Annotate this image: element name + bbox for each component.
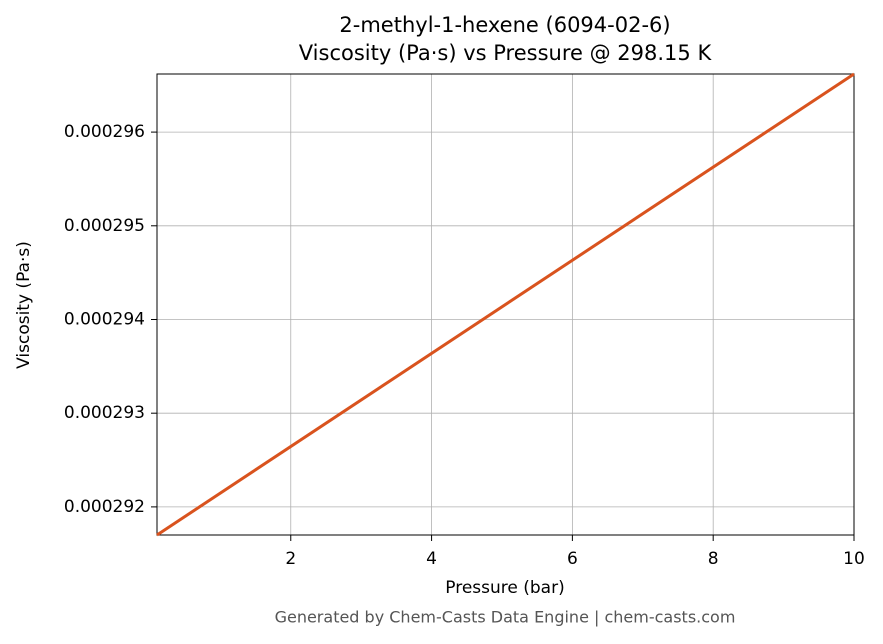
x-tick-label: 4	[426, 549, 437, 569]
x-tick-label: 8	[708, 549, 719, 569]
y-tick-label: 0.000294	[64, 309, 145, 329]
chart-title: 2-methyl-1-hexene (6094-02-6)	[339, 13, 670, 37]
x-axis-label: Pressure (bar)	[445, 578, 564, 598]
x-tick-label: 6	[567, 549, 578, 569]
x-tick-label: 2	[285, 549, 296, 569]
y-tick-label: 0.000296	[64, 122, 145, 142]
data-line	[156, 72, 855, 537]
y-axis-label: Viscosity (Pa·s)	[14, 241, 34, 369]
footer: Generated by Chem-Casts Data Engine | ch…	[275, 608, 736, 627]
plot-frame	[156, 73, 855, 536]
chart-subtitle: Viscosity (Pa·s) vs Pressure @ 298.15 K	[299, 41, 713, 65]
y-tick-label: 0.000292	[64, 497, 145, 517]
y-tick-label: 0.000295	[64, 216, 145, 236]
y-tick-label: 0.000293	[64, 403, 145, 423]
x-tick-label: 10	[843, 549, 865, 569]
